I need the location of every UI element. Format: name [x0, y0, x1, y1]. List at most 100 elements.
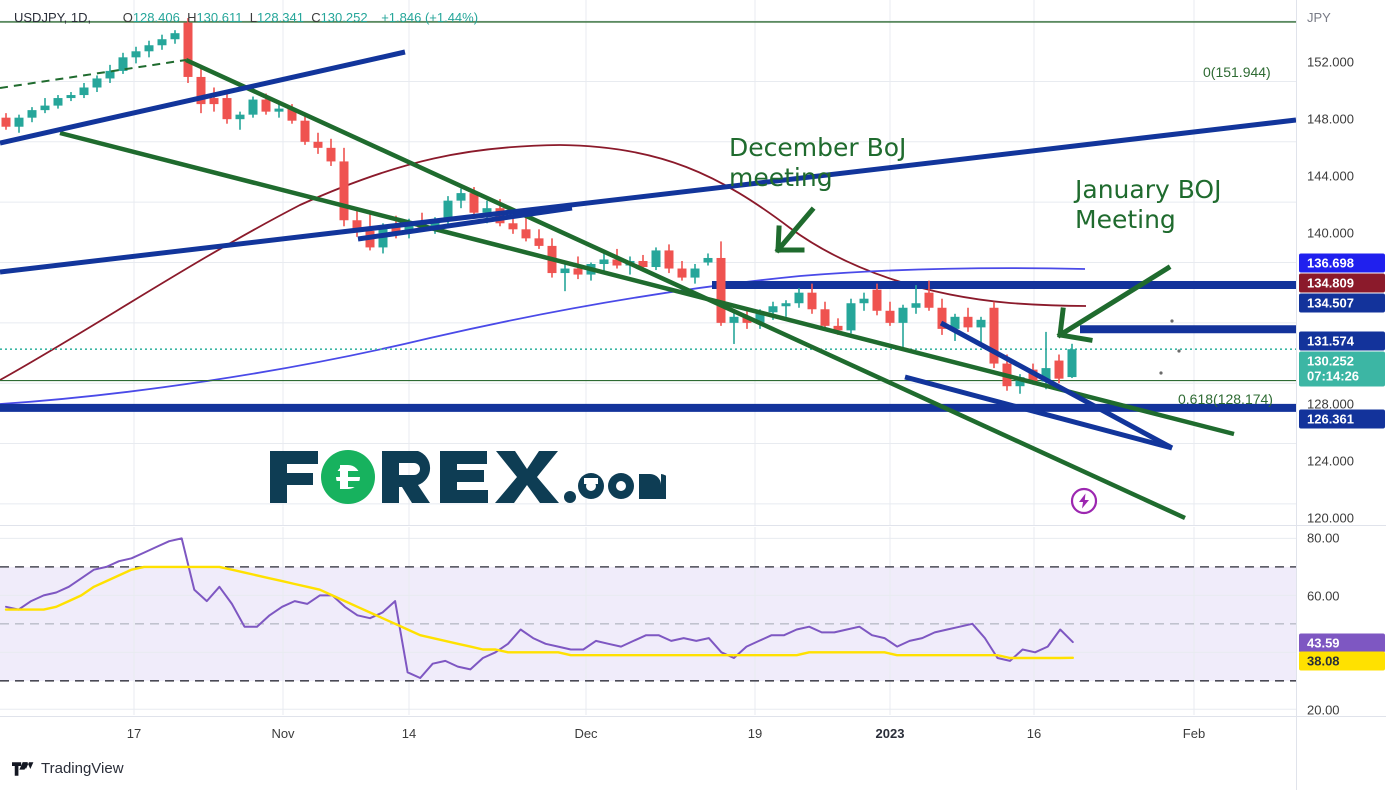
price-pane[interactable] [0, 0, 1297, 525]
chart-dot-marker [1170, 319, 1174, 323]
tradingview-brand-label: TradingView [41, 760, 124, 777]
tag-rsi-ma-value[interactable]: 38.08 [1299, 651, 1385, 671]
candle-body [937, 307, 947, 329]
candle-body [105, 70, 115, 79]
price-axis-tick: 144.000 [1307, 168, 1354, 184]
chart-legend: USDJPY, 1D, O128.406 H130.611 L128.341 C… [14, 10, 478, 25]
candle-body [339, 161, 349, 221]
candle-body [742, 316, 752, 323]
candle-body [560, 268, 570, 274]
candle-body [677, 268, 687, 278]
candle-body [196, 76, 206, 105]
countdown-timer: 07:14:26 [1307, 368, 1360, 384]
open-value: 128.406 [132, 10, 180, 25]
time-axis-tick: 14 [401, 726, 417, 741]
lightning-bolt-svg [1070, 487, 1098, 515]
candle-body [14, 117, 24, 127]
price-tag-value: 134.507 [1307, 295, 1354, 311]
annotation-arrow-december [774, 206, 816, 254]
candle-body [183, 22, 193, 77]
rsi-chart-canvas[interactable] [0, 527, 1296, 715]
forex-com-watermark-logo [266, 447, 672, 507]
candle-body [261, 99, 271, 112]
tag-131574[interactable]: 131.574 [1299, 331, 1385, 351]
candle-body [66, 95, 76, 99]
channel-line-green-upper[interactable] [185, 57, 1186, 521]
trendline-navy-parallel[interactable] [0, 117, 1297, 275]
tag-134507[interactable]: 134.507 [1299, 293, 1385, 313]
open-label: O [122, 10, 133, 25]
candle-body [40, 105, 50, 111]
time-axis-tick: Feb [1182, 726, 1206, 741]
channel-line-green-lower[interactable] [59, 130, 1235, 437]
low-value: 128.341 [256, 10, 304, 25]
candle-body [118, 57, 128, 71]
price-chart-canvas[interactable] [0, 0, 1297, 525]
wedge-line-lower[interactable] [904, 374, 1173, 451]
price-axis-tick: 148.000 [1307, 111, 1354, 127]
candle-body [1028, 369, 1038, 382]
candle-body [859, 298, 869, 304]
candle-body [79, 87, 89, 96]
candle-body [690, 268, 700, 278]
candle-body [456, 193, 466, 201]
candle-body [92, 78, 102, 88]
price-axis-tick: 120.000 [1307, 510, 1354, 526]
candle-body [157, 39, 167, 46]
tag-134809[interactable]: 134.809 [1299, 273, 1385, 293]
rsi-line [5, 537, 1074, 679]
rsi-ma-line [4, 565, 1075, 660]
candle-body [27, 110, 37, 118]
price-axis-unit: JPY [1307, 10, 1331, 25]
wedge-line-upper[interactable] [939, 320, 1174, 451]
fib-level-0-label: 0(151.944) [1203, 64, 1271, 80]
candle-body [534, 238, 544, 246]
time-axis-tick: Nov [271, 726, 295, 741]
tag-last-price[interactable]: 130.252 07:14:26 [1299, 351, 1385, 387]
candle-body [638, 260, 648, 268]
high-value: 130.611 [196, 10, 243, 25]
rsi-pane[interactable] [0, 527, 1296, 715]
tradingview-logo-icon [12, 761, 34, 776]
candle-body [794, 292, 804, 304]
price-axis-tick: 20.00 [1307, 702, 1340, 718]
candle-body [1015, 377, 1025, 387]
price-axis[interactable]: JPY 152.000 148.000 144.000 140.000 128.000 1… [1296, 0, 1386, 790]
annotation-january-boj: January BOJ Meeting [1075, 175, 1222, 234]
candle-body [729, 316, 739, 323]
ohlc-values: O128.406 H130.611 L128.341 C130.252 +1.8… [123, 10, 478, 25]
price-axis-tick: 140.000 [1307, 225, 1354, 241]
axis-pane-divider [1297, 525, 1386, 526]
candle-body [508, 223, 518, 230]
candle-body [1054, 360, 1064, 379]
candle-body [235, 114, 245, 120]
price-tag-value: 134.809 [1307, 275, 1354, 291]
trendline-navy-short[interactable] [357, 205, 573, 242]
price-axis-tick: 152.000 [1307, 54, 1354, 70]
candle-body [430, 220, 440, 228]
candle-body [1041, 368, 1051, 382]
candle-body [664, 250, 674, 269]
price-axis-tick: 80.00 [1307, 530, 1340, 546]
trendline-navy-upper[interactable] [0, 49, 406, 146]
candle-body [404, 221, 414, 233]
candle-body [755, 312, 765, 323]
candle-body [352, 220, 362, 231]
tag-126361[interactable]: 126.361 [1299, 409, 1385, 429]
low-label: L [249, 10, 257, 25]
candle-body [950, 316, 960, 329]
tag-136698[interactable]: 136.698 [1299, 253, 1385, 273]
candle-body [443, 200, 453, 221]
candle-body [989, 307, 999, 364]
candle-body [287, 108, 297, 121]
lightning-bolt-icon[interactable] [1070, 487, 1098, 520]
symbol-label[interactable]: USDJPY, 1D, [14, 10, 92, 25]
time-axis-tick: 19 [747, 726, 763, 741]
tag-rsi-value[interactable]: 43.59 [1299, 633, 1385, 653]
candle-body [716, 257, 726, 323]
candle-body [521, 229, 531, 239]
candle-body [781, 303, 791, 307]
price-axis-tick: 60.00 [1307, 588, 1340, 604]
time-axis-tick: 2023 [875, 726, 905, 741]
time-axis[interactable]: 17 Nov 14 Dec 19 2023 16 Feb [0, 716, 1296, 754]
